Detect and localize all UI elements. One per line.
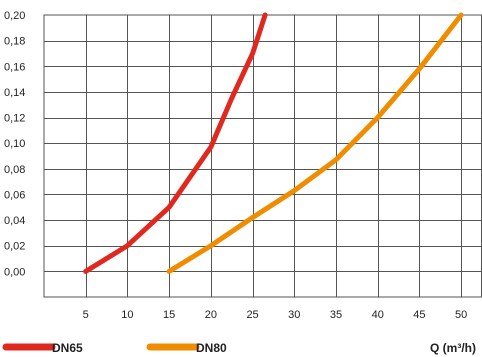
y-tick-label: 0,08 bbox=[4, 164, 25, 176]
chart-grid bbox=[43, 14, 482, 298]
x-tick-label: 40 bbox=[372, 309, 384, 321]
y-tick-label: 0,06 bbox=[4, 189, 25, 201]
legend-label-dn65: DN65 bbox=[52, 341, 83, 355]
y-tick-label: 0,10 bbox=[4, 138, 25, 150]
x-tick-label: 45 bbox=[413, 309, 425, 321]
y-tick-label: 0,00 bbox=[4, 266, 25, 278]
x-tick-label: 50 bbox=[455, 309, 467, 321]
x-tick-label: 25 bbox=[246, 309, 258, 321]
x-tick-label: 20 bbox=[205, 309, 217, 321]
y-axis-ticks: 0,00 0,02 0,04 0,06 0,08 0,10 0,12 0,14 0,16 0,18… bbox=[4, 10, 25, 278]
y-tick-label: 0,16 bbox=[4, 61, 25, 73]
x-axis-ticks: 5 10 15 20 25 30 35 40 45 50 bbox=[83, 309, 468, 321]
x-tick-label: 30 bbox=[288, 309, 300, 321]
chart-series-lines bbox=[83, 12, 464, 274]
y-tick-label: 0,18 bbox=[4, 36, 25, 48]
y-tick-label: 0,12 bbox=[4, 113, 25, 125]
series-line-dn80 bbox=[166, 12, 464, 274]
x-axis-label: Q (m³/h) bbox=[430, 341, 476, 355]
y-tick-label: 0,02 bbox=[4, 241, 25, 253]
x-tick-label: 35 bbox=[330, 309, 342, 321]
y-tick-label: 0,20 bbox=[4, 10, 25, 22]
series-line-dn65 bbox=[83, 12, 268, 274]
x-tick-label: 15 bbox=[163, 309, 175, 321]
x-tick-label: 10 bbox=[121, 309, 133, 321]
legend-label-dn80: DN80 bbox=[196, 341, 227, 355]
y-tick-label: 0,14 bbox=[4, 87, 25, 99]
chart-legend: DN65 DN80 bbox=[2, 341, 227, 355]
x-tick-label: 5 bbox=[83, 309, 89, 321]
y-tick-label: 0,04 bbox=[4, 215, 25, 227]
